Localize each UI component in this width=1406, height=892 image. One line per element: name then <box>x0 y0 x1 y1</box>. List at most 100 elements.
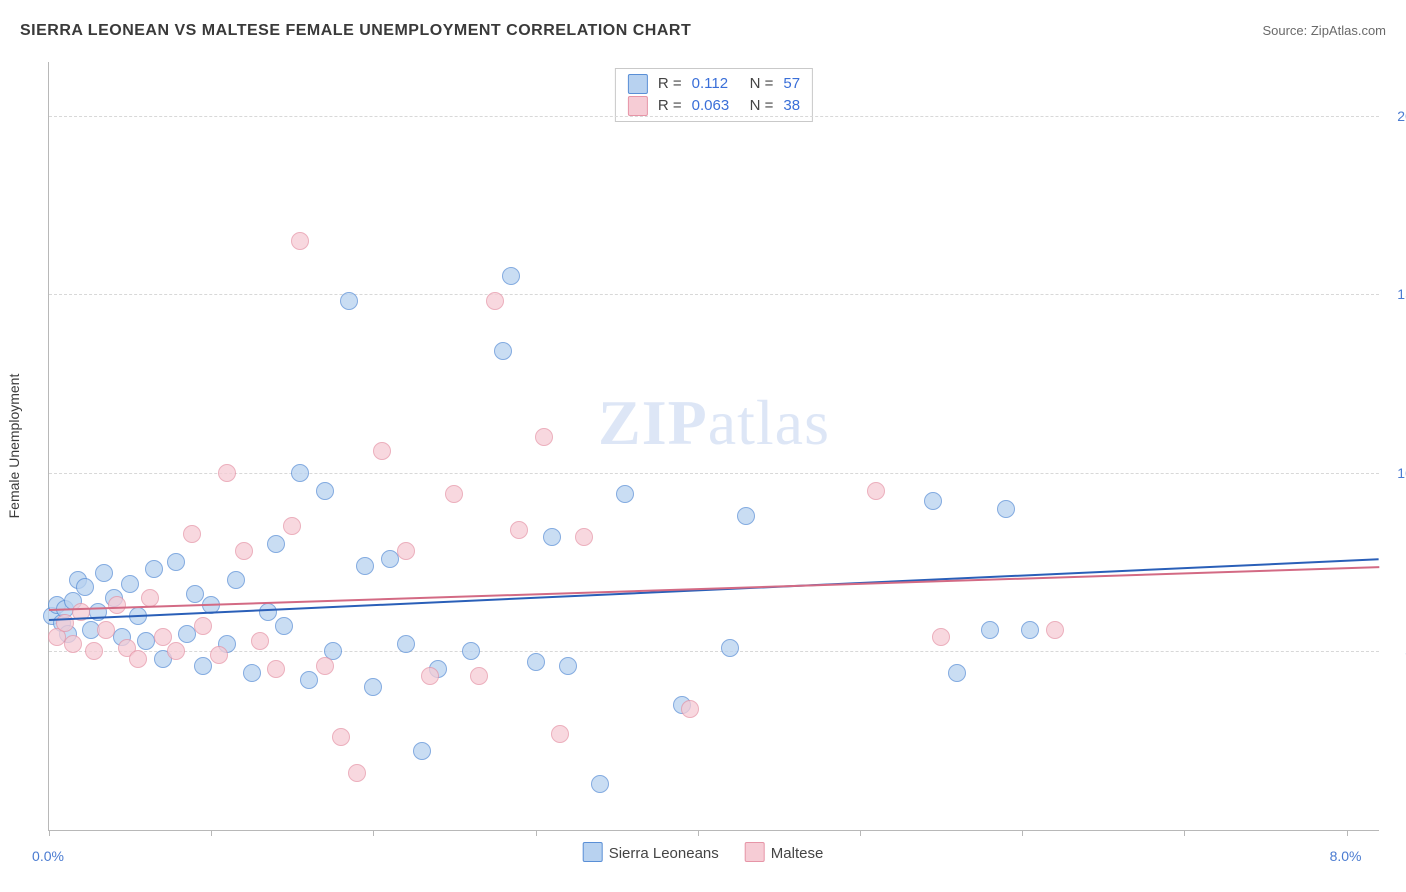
data-point <box>316 657 334 675</box>
chart-title: SIERRA LEONEAN VS MALTESE FEMALE UNEMPLO… <box>20 22 691 40</box>
trend-line <box>49 566 1379 611</box>
trend-line <box>49 559 1379 622</box>
x-tick-mark <box>1347 830 1348 836</box>
data-point <box>291 232 309 250</box>
data-point <box>76 578 94 596</box>
data-point <box>494 342 512 360</box>
x-tick-mark <box>1184 830 1185 836</box>
data-point <box>932 628 950 646</box>
data-point <box>543 528 561 546</box>
data-point <box>462 642 480 660</box>
data-point <box>591 775 609 793</box>
n-value: 57 <box>783 73 800 95</box>
data-point <box>137 632 155 650</box>
data-point <box>397 635 415 653</box>
data-point <box>300 671 318 689</box>
data-point <box>348 764 366 782</box>
data-point <box>332 728 350 746</box>
data-point <box>867 482 885 500</box>
x-tick-mark <box>211 830 212 836</box>
data-point <box>981 621 999 639</box>
n-value: 38 <box>783 95 800 117</box>
data-point <box>291 464 309 482</box>
data-point <box>340 292 358 310</box>
source-label: Source: ZipAtlas.com <box>1262 23 1386 38</box>
data-point <box>559 657 577 675</box>
gridline <box>49 473 1379 474</box>
data-point <box>1046 621 1064 639</box>
data-point <box>575 528 593 546</box>
swatch-icon <box>583 842 603 862</box>
data-point <box>129 650 147 668</box>
x-tick-mark <box>1022 830 1023 836</box>
data-point <box>145 560 163 578</box>
gridline <box>49 294 1379 295</box>
x-tick-mark <box>860 830 861 836</box>
data-point <box>502 267 520 285</box>
swatch-icon <box>628 74 648 94</box>
r-label: R = <box>658 73 682 95</box>
data-point <box>535 428 553 446</box>
data-point <box>421 667 439 685</box>
data-point <box>218 464 236 482</box>
y-tick-label: 10.0% <box>1397 465 1406 481</box>
data-point <box>95 564 113 582</box>
legend-label: Sierra Leoneans <box>609 845 719 862</box>
x-tick-mark <box>698 830 699 836</box>
data-point <box>373 442 391 460</box>
data-point <box>356 557 374 575</box>
data-point <box>243 664 261 682</box>
data-point <box>681 700 699 718</box>
data-point <box>141 589 159 607</box>
data-point <box>721 639 739 657</box>
legend-item-sierra: Sierra Leoneans <box>583 842 719 862</box>
x-tick-mark <box>49 830 50 836</box>
data-point <box>194 657 212 675</box>
data-point <box>316 482 334 500</box>
data-point <box>737 507 755 525</box>
data-point <box>235 542 253 560</box>
data-point <box>167 553 185 571</box>
data-point <box>510 521 528 539</box>
gridline <box>49 116 1379 117</box>
swatch-icon <box>628 96 648 116</box>
x-tick-label: 0.0% <box>32 848 64 864</box>
data-point <box>1021 621 1039 639</box>
data-point <box>85 642 103 660</box>
gridline <box>49 651 1379 652</box>
y-tick-label: 15.0% <box>1397 286 1406 302</box>
data-point <box>167 642 185 660</box>
data-point <box>194 617 212 635</box>
data-point <box>121 575 139 593</box>
data-point <box>183 525 201 543</box>
swatch-icon <box>745 842 765 862</box>
r-label: R = <box>658 95 682 117</box>
stats-row-sierra: R = 0.112 N = 57 <box>628 73 800 95</box>
scatter-plot: ZIPatlas R = 0.112 N = 57 R = 0.063 N = … <box>48 62 1379 831</box>
data-point <box>227 571 245 589</box>
data-point <box>64 635 82 653</box>
legend-label: Maltese <box>771 845 824 862</box>
data-point <box>210 646 228 664</box>
series-legend: Sierra Leoneans Maltese <box>583 842 824 862</box>
data-point <box>267 660 285 678</box>
data-point <box>470 667 488 685</box>
x-tick-label: 8.0% <box>1330 848 1362 864</box>
data-point <box>413 742 431 760</box>
data-point <box>486 292 504 310</box>
n-label: N = <box>750 95 774 117</box>
data-point <box>108 596 126 614</box>
data-point <box>97 621 115 639</box>
n-label: N = <box>750 73 774 95</box>
data-point <box>267 535 285 553</box>
data-point <box>948 664 966 682</box>
data-point <box>275 617 293 635</box>
data-point <box>56 614 74 632</box>
data-point <box>397 542 415 560</box>
data-point <box>924 492 942 510</box>
r-value: 0.063 <box>692 95 740 117</box>
data-point <box>527 653 545 671</box>
data-point <box>283 517 301 535</box>
data-point <box>259 603 277 621</box>
stats-row-maltese: R = 0.063 N = 38 <box>628 95 800 117</box>
